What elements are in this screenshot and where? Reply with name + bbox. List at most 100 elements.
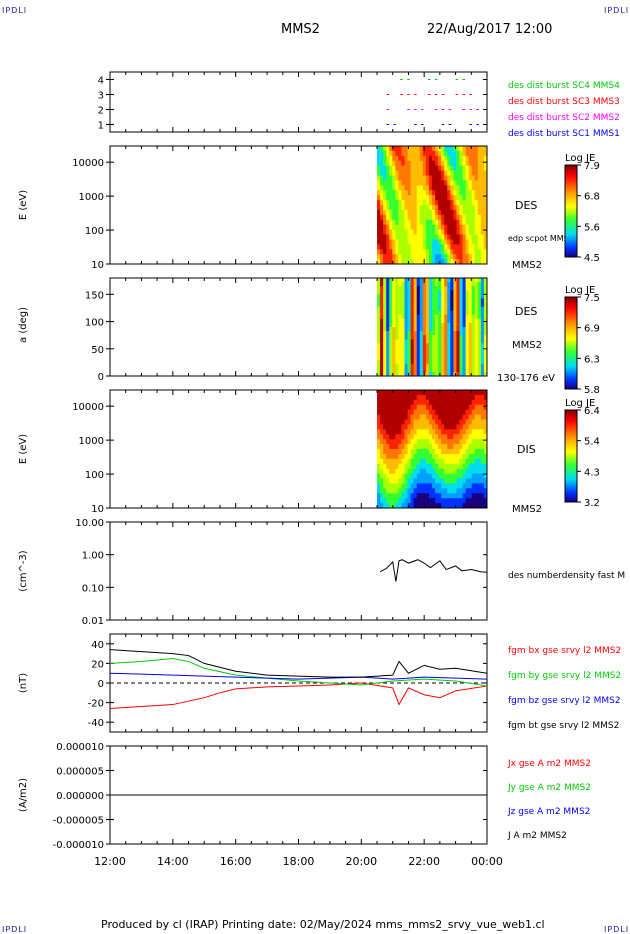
- des-energy-cell: [401, 244, 405, 250]
- des-pitch-cell: [438, 314, 442, 320]
- des-pitch-cell: [450, 322, 454, 328]
- des-pitch-cell: [447, 367, 451, 373]
- dis-energy-cell: [444, 444, 448, 450]
- dis-energy-cell: [474, 463, 479, 470]
- des-energy-cell: [398, 244, 402, 250]
- des-energy-cell: [447, 229, 451, 235]
- dis-energy-cell: [386, 453, 390, 460]
- dis-energy-cell: [422, 488, 427, 494]
- dis-energy-cell: [438, 439, 442, 445]
- des-pitch-cell: [389, 294, 393, 299]
- des-pitch-cell: [383, 318, 387, 324]
- des-pitch-cell: [441, 310, 445, 316]
- dis-energy-cell: [471, 399, 476, 406]
- dis-energy-cell: [404, 424, 408, 430]
- dis-energy-cell: [471, 414, 476, 420]
- dis-energy-cell: [450, 503, 454, 509]
- des-pitch-cell: [422, 363, 427, 369]
- des-energy-cell: [453, 249, 457, 255]
- des-energy-cell: [383, 249, 387, 255]
- des-pitch-cell: [425, 314, 430, 320]
- dis-energy-cell: [459, 434, 463, 440]
- dis-energy-cell: [465, 488, 470, 494]
- dis-energy-cell: [398, 439, 402, 445]
- des-energy-cell: [459, 209, 463, 216]
- des-pitch-cell: [410, 355, 415, 361]
- des-energy-cell: [428, 209, 433, 216]
- des-energy-cell: [450, 160, 454, 167]
- dis-energy-cell: [447, 444, 451, 450]
- des-energy-cell: [456, 239, 460, 245]
- des-pitch-cell: [407, 310, 412, 316]
- des-pitch-cell: [477, 282, 482, 287]
- des-pitch-cell: [465, 282, 470, 287]
- des-energy-cell: [444, 175, 448, 181]
- dis-energy-cell: [404, 458, 408, 465]
- des-energy-cell: [386, 175, 390, 181]
- des-energy-cell: [456, 224, 460, 230]
- des-pitch-cell: [453, 359, 457, 365]
- des-pitch-cell: [395, 339, 399, 344]
- dis-energy-cell: [465, 444, 470, 450]
- des-pitch-cell: [383, 322, 387, 328]
- des-energy-cell: [444, 239, 448, 245]
- dis-energy-cell: [462, 424, 467, 430]
- des-pitch-cell: [392, 351, 396, 356]
- des-energy-cell: [419, 180, 424, 186]
- des-pitch-cell: [471, 371, 476, 377]
- dis-energy-cell: [419, 444, 424, 450]
- dis-energy-cell: [395, 419, 399, 425]
- des-pitch-cell: [425, 286, 430, 291]
- des-energy-cell: [474, 185, 479, 191]
- des-energy-cell: [480, 160, 485, 167]
- dis-energy-cell: [477, 439, 482, 445]
- des-energy-cell: [459, 160, 463, 167]
- dis-energy-cell: [450, 468, 454, 474]
- des-pitch-cell: [450, 363, 454, 369]
- dis-energy-cell: [380, 444, 384, 450]
- y-tick-label: 0.000000: [56, 791, 104, 802]
- des-pitch-cell: [435, 318, 439, 324]
- dis-energy-cell: [483, 498, 488, 504]
- dis-energy-cell: [398, 478, 402, 484]
- des-energy-cell: [474, 190, 479, 196]
- dis-energy-cell: [395, 394, 399, 401]
- dis-energy-cell: [401, 468, 405, 474]
- dis-energy-cell: [386, 498, 390, 504]
- dis-energy-cell: [480, 390, 485, 396]
- dis-energy-cell: [404, 414, 408, 420]
- des-energy-cell: [450, 205, 454, 211]
- des-energy-cell: [428, 180, 433, 186]
- des-pitch-cell: [444, 298, 448, 303]
- panel-availability-frame: [109, 71, 488, 133]
- des-energy-cell: [395, 219, 399, 226]
- des-energy-cell: [407, 180, 412, 186]
- dis-energy-cell: [407, 493, 412, 499]
- des-pitch-cell: [468, 294, 473, 299]
- des-pitch-cell: [422, 331, 427, 336]
- des-energy-cell: [398, 224, 402, 230]
- dis-energy-cell: [468, 503, 473, 509]
- des-pitch-cell: [477, 306, 482, 312]
- des-pitch-cell: [401, 351, 405, 356]
- legend-entry: des dist burst SC2 MMS2: [508, 113, 620, 123]
- dis-energy-cell: [435, 473, 439, 479]
- dis-energy-cell: [389, 463, 393, 470]
- des-energy-cell: [447, 146, 451, 152]
- des-pitch-cell: [456, 298, 460, 303]
- des-pitch-cell: [471, 278, 476, 283]
- des-pitch-cell: [453, 351, 457, 356]
- dis-energy-cell: [383, 404, 387, 411]
- dis-energy-cell: [456, 434, 460, 440]
- dis-energy-cell: [428, 439, 433, 445]
- des-pitch-cell: [468, 335, 473, 340]
- des-pitch-cell: [377, 306, 381, 312]
- des-pitch-cell: [456, 286, 460, 291]
- des-pitch-cell: [416, 294, 421, 299]
- dis-energy-cell: [441, 434, 445, 440]
- des-energy-cell: [428, 150, 433, 157]
- des-pitch-cell: [428, 359, 433, 365]
- dis-energy-cell: [392, 399, 396, 406]
- des-energy-cell: [395, 205, 399, 211]
- des-pitch-cell: [392, 318, 396, 324]
